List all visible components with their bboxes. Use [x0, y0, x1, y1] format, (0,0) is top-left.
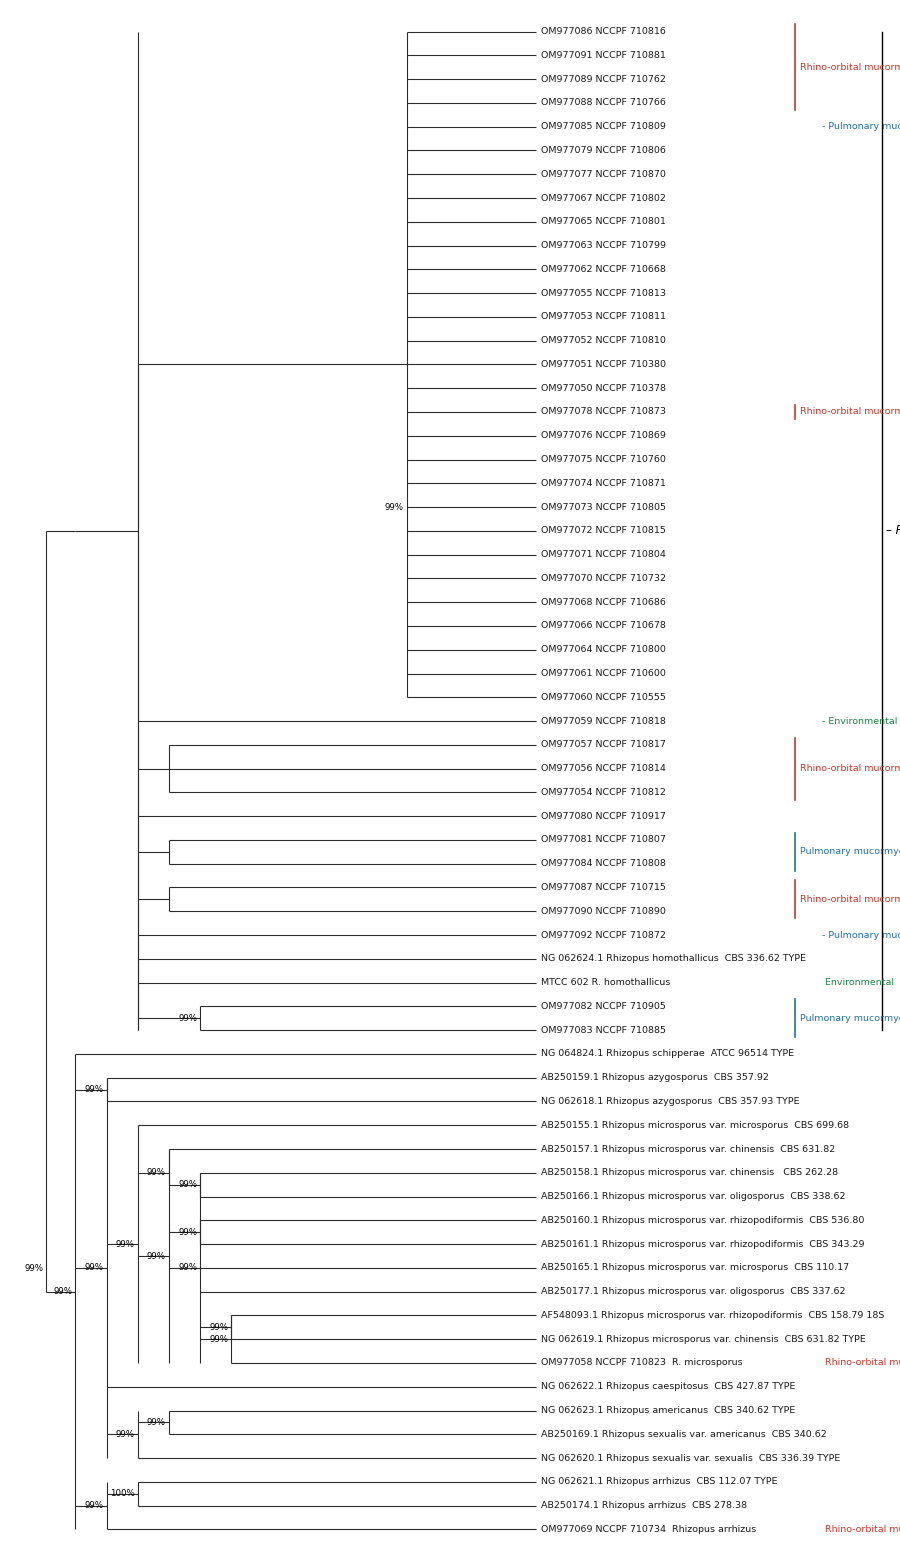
- Text: NG 062620.1 Rhizopus sexualis var. sexualis  CBS 336.39 TYPE: NG 062620.1 Rhizopus sexualis var. sexua…: [541, 1453, 841, 1463]
- Text: 99%: 99%: [116, 1239, 135, 1249]
- Text: AB250157.1 Rhizopus microsporus var. chinensis  CBS 631.82: AB250157.1 Rhizopus microsporus var. chi…: [541, 1144, 835, 1154]
- Text: NG 062624.1 Rhizopus homothallicus  CBS 336.62 TYPE: NG 062624.1 Rhizopus homothallicus CBS 3…: [541, 954, 806, 963]
- Text: OM977050 NCCPF 710378: OM977050 NCCPF 710378: [541, 384, 666, 393]
- Text: AB250169.1 Rhizopus sexualis var. americanus  CBS 340.62: AB250169.1 Rhizopus sexualis var. americ…: [541, 1430, 827, 1439]
- Text: – R. homothallicus: – R. homothallicus: [886, 524, 900, 537]
- Text: AB250166.1 Rhizopus microsporus var. oligosporus  CBS 338.62: AB250166.1 Rhizopus microsporus var. oli…: [541, 1193, 846, 1200]
- Text: Rhino-orbital mucormycosis: Rhino-orbital mucormycosis: [800, 765, 900, 773]
- Text: NG 062619.1 Rhizopus microsporus var. chinensis  CBS 631.82 TYPE: NG 062619.1 Rhizopus microsporus var. ch…: [541, 1335, 866, 1344]
- Text: OM977052 NCCPF 710810: OM977052 NCCPF 710810: [541, 336, 666, 345]
- Text: - Environmental: - Environmental: [823, 716, 897, 726]
- Text: OM977073 NCCPF 710805: OM977073 NCCPF 710805: [541, 503, 666, 512]
- Text: NG 064824.1 Rhizopus schipperae  ATCC 96514 TYPE: NG 064824.1 Rhizopus schipperae ATCC 965…: [541, 1049, 795, 1058]
- Text: OM977082 NCCPF 710905: OM977082 NCCPF 710905: [541, 1002, 666, 1012]
- Text: OM977078 NCCPF 710873: OM977078 NCCPF 710873: [541, 407, 666, 417]
- Text: MTCC 602 R. homothallicus: MTCC 602 R. homothallicus: [541, 979, 670, 987]
- Text: OM977056 NCCPF 710814: OM977056 NCCPF 710814: [541, 765, 666, 773]
- Text: 99%: 99%: [178, 1180, 197, 1189]
- Text: OM977068 NCCPF 710686: OM977068 NCCPF 710686: [541, 598, 666, 607]
- Text: OM977080 NCCPF 710917: OM977080 NCCPF 710917: [541, 812, 666, 821]
- Text: 99%: 99%: [147, 1417, 166, 1427]
- Text: AF548093.1 Rhizopus microsporus var. rhizopodiformis  CBS 158.79 18S: AF548093.1 Rhizopus microsporus var. rhi…: [541, 1311, 885, 1321]
- Text: OM977058 NCCPF 710823  R. microsporus: OM977058 NCCPF 710823 R. microsporus: [541, 1358, 742, 1367]
- Text: Pulmonary mucormycosis: Pulmonary mucormycosis: [800, 848, 900, 857]
- Text: 99%: 99%: [385, 503, 404, 512]
- Text: - Pulmonary mucormycosis: - Pulmonary mucormycosis: [823, 122, 900, 131]
- Text: 99%: 99%: [85, 1263, 104, 1272]
- Text: 100%: 100%: [110, 1489, 135, 1499]
- Text: OM977054 NCCPF 710812: OM977054 NCCPF 710812: [541, 788, 666, 796]
- Text: 99%: 99%: [85, 1502, 104, 1509]
- Text: 99%: 99%: [24, 1264, 43, 1274]
- Text: OM977092 NCCPF 710872: OM977092 NCCPF 710872: [541, 930, 666, 940]
- Text: OM977062 NCCPF 710668: OM977062 NCCPF 710668: [541, 265, 666, 273]
- Text: OM977074 NCCPF 710871: OM977074 NCCPF 710871: [541, 479, 666, 487]
- Text: OM977076 NCCPF 710869: OM977076 NCCPF 710869: [541, 431, 666, 440]
- Text: OM977075 NCCPF 710760: OM977075 NCCPF 710760: [541, 456, 666, 464]
- Text: AB250160.1 Rhizopus microsporus var. rhizopodiformis  CBS 536.80: AB250160.1 Rhizopus microsporus var. rhi…: [541, 1216, 865, 1225]
- Text: AB250158.1 Rhizopus microsporus var. chinensis   CBS 262.28: AB250158.1 Rhizopus microsporus var. chi…: [541, 1168, 839, 1177]
- Text: OM977051 NCCPF 710380: OM977051 NCCPF 710380: [541, 361, 666, 368]
- Text: 99%: 99%: [116, 1430, 135, 1439]
- Text: OM977072 NCCPF 710815: OM977072 NCCPF 710815: [541, 526, 666, 535]
- Text: Rhino-orbital mucormycosis: Rhino-orbital mucormycosis: [800, 894, 900, 904]
- Text: OM977065 NCCPF 710801: OM977065 NCCPF 710801: [541, 217, 666, 226]
- Text: OM977077 NCCPF 710870: OM977077 NCCPF 710870: [541, 170, 666, 178]
- Text: 99%: 99%: [53, 1288, 72, 1296]
- Text: OM977053 NCCPF 710811: OM977053 NCCPF 710811: [541, 312, 666, 322]
- Text: OM977071 NCCPF 710804: OM977071 NCCPF 710804: [541, 549, 666, 559]
- Text: Rhino-orbital mucormycosis: Rhino-orbital mucormycosis: [800, 407, 900, 417]
- Text: - Pulmonary mucormycosis: - Pulmonary mucormycosis: [823, 930, 900, 940]
- Text: AB250159.1 Rhizopus azygosporus  CBS 357.92: AB250159.1 Rhizopus azygosporus CBS 357.…: [541, 1074, 770, 1082]
- Text: Rhino-orbital mucormycosis: Rhino-orbital mucormycosis: [823, 1358, 900, 1367]
- Text: OM977079 NCCPF 710806: OM977079 NCCPF 710806: [541, 147, 666, 155]
- Text: 99%: 99%: [85, 1085, 104, 1094]
- Text: OM977057 NCCPF 710817: OM977057 NCCPF 710817: [541, 740, 666, 749]
- Text: OM977085 NCCPF 710809: OM977085 NCCPF 710809: [541, 122, 666, 131]
- Text: OM977061 NCCPF 710600: OM977061 NCCPF 710600: [541, 670, 666, 677]
- Text: AB250155.1 Rhizopus microsporus var. microsporus  CBS 699.68: AB250155.1 Rhizopus microsporus var. mic…: [541, 1121, 850, 1130]
- Text: OM977060 NCCPF 710555: OM977060 NCCPF 710555: [541, 693, 666, 702]
- Text: Rhino-orbital mucormycosis: Rhino-orbital mucormycosis: [823, 1525, 900, 1534]
- Text: OM977067 NCCPF 710802: OM977067 NCCPF 710802: [541, 194, 666, 203]
- Text: 99%: 99%: [178, 1229, 197, 1236]
- Text: 99%: 99%: [210, 1335, 229, 1344]
- Text: OM977064 NCCPF 710800: OM977064 NCCPF 710800: [541, 645, 666, 654]
- Text: Rhino-orbital mucormycosis: Rhino-orbital mucormycosis: [800, 62, 900, 72]
- Text: Pulmonary mucormycosis: Pulmonary mucormycosis: [800, 1013, 900, 1022]
- Text: 99%: 99%: [178, 1013, 197, 1022]
- Text: OM977084 NCCPF 710808: OM977084 NCCPF 710808: [541, 859, 666, 868]
- Text: OM977083 NCCPF 710885: OM977083 NCCPF 710885: [541, 1026, 666, 1035]
- Text: Environmental: Environmental: [823, 979, 895, 987]
- Text: OM977081 NCCPF 710807: OM977081 NCCPF 710807: [541, 835, 666, 845]
- Text: OM977063 NCCPF 710799: OM977063 NCCPF 710799: [541, 240, 666, 250]
- Text: AB250161.1 Rhizopus microsporus var. rhizopodiformis  CBS 343.29: AB250161.1 Rhizopus microsporus var. rhi…: [541, 1239, 865, 1249]
- Text: 99%: 99%: [210, 1322, 229, 1332]
- Text: OM977070 NCCPF 710732: OM977070 NCCPF 710732: [541, 574, 666, 582]
- Text: OM977091 NCCPF 710881: OM977091 NCCPF 710881: [541, 52, 666, 59]
- Text: NG 062623.1 Rhizopus americanus  CBS 340.62 TYPE: NG 062623.1 Rhizopus americanus CBS 340.…: [541, 1406, 796, 1414]
- Text: OM977066 NCCPF 710678: OM977066 NCCPF 710678: [541, 621, 666, 631]
- Text: OM977069 NCCPF 710734  Rhizopus arrhizus: OM977069 NCCPF 710734 Rhizopus arrhizus: [541, 1525, 757, 1534]
- Text: AB250177.1 Rhizopus microsporus var. oligosporus  CBS 337.62: AB250177.1 Rhizopus microsporus var. oli…: [541, 1288, 846, 1296]
- Text: OM977088 NCCPF 710766: OM977088 NCCPF 710766: [541, 98, 666, 108]
- Text: AB250174.1 Rhizopus arrhizus  CBS 278.38: AB250174.1 Rhizopus arrhizus CBS 278.38: [541, 1502, 747, 1509]
- Text: OM977055 NCCPF 710813: OM977055 NCCPF 710813: [541, 289, 666, 298]
- Text: OM977087 NCCPF 710715: OM977087 NCCPF 710715: [541, 884, 666, 891]
- Text: NG 062621.1 Rhizopus arrhizus  CBS 112.07 TYPE: NG 062621.1 Rhizopus arrhizus CBS 112.07…: [541, 1477, 778, 1486]
- Text: 99%: 99%: [178, 1263, 197, 1272]
- Text: NG 062622.1 Rhizopus caespitosus  CBS 427.87 TYPE: NG 062622.1 Rhizopus caespitosus CBS 427…: [541, 1383, 796, 1391]
- Text: 99%: 99%: [147, 1168, 166, 1177]
- Text: 99%: 99%: [147, 1252, 166, 1260]
- Text: OM977086 NCCPF 710816: OM977086 NCCPF 710816: [541, 27, 666, 36]
- Text: NG 062618.1 Rhizopus azygosporus  CBS 357.93 TYPE: NG 062618.1 Rhizopus azygosporus CBS 357…: [541, 1097, 800, 1105]
- Text: AB250165.1 Rhizopus microsporus var. microsporus  CBS 110.17: AB250165.1 Rhizopus microsporus var. mic…: [541, 1263, 850, 1272]
- Text: OM977059 NCCPF 710818: OM977059 NCCPF 710818: [541, 716, 666, 726]
- Text: OM977089 NCCPF 710762: OM977089 NCCPF 710762: [541, 75, 666, 84]
- Text: OM977090 NCCPF 710890: OM977090 NCCPF 710890: [541, 907, 666, 916]
